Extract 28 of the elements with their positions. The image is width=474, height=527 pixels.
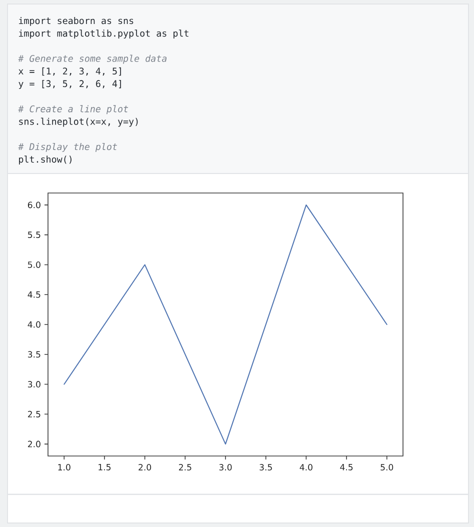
y-tick-label: 4.0 — [28, 321, 40, 328]
x-tick-label: 5.0 — [380, 464, 394, 470]
text: # Create a line plot — [18, 105, 128, 114]
y-tick-label: 6.0 — [28, 202, 40, 208]
x-tick-label: 3.0 — [219, 464, 232, 470]
y-tick-label: 3.0 — [28, 381, 40, 388]
y-tick-label: 2.0 — [28, 440, 40, 448]
x-tick-label: 4.0 — [300, 464, 312, 470]
text: # Display the plot — [18, 142, 118, 152]
x-tick-label: 1.5 — [98, 464, 111, 470]
text: x = [1, 2, 3, 4, 5] — [18, 67, 121, 76]
text: sns.lineplot(x=x, y=y) — [19, 118, 138, 127]
x-tick-label: 1.0 — [58, 464, 70, 470]
text: y = [3, 5, 2, 6, 4] — [18, 80, 121, 89]
x-tick-label: 2.5 — [178, 464, 192, 470]
line-series — [64, 204, 388, 445]
y-tick-label: 5.5 — [28, 232, 40, 238]
y-tick-label: 3.5 — [28, 351, 40, 358]
y-tick-label: 4.5 — [28, 291, 40, 298]
text: import seaborn as sns — [18, 17, 134, 26]
text: # Generate some sample data — [18, 54, 167, 64]
x-tick-label: 4.5 — [340, 464, 353, 470]
text: plt.show() — [19, 156, 72, 164]
y-tick-label: 5.0 — [28, 261, 40, 268]
text: import matplotlib.pyplot as plt — [18, 30, 188, 39]
y-tick-label: 2.5 — [28, 410, 40, 418]
x-tick-label: 3.5 — [260, 464, 272, 470]
x-tick-label: 2.0 — [138, 464, 152, 470]
